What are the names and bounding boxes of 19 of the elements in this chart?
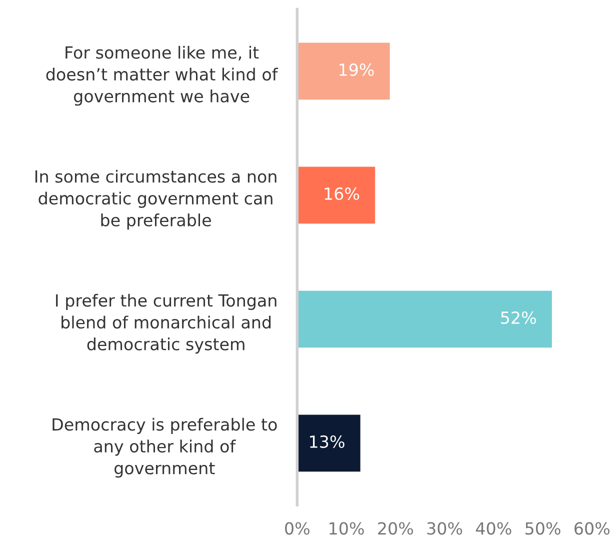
x-tick-label: 30% <box>427 522 462 535</box>
x-tick-label: 40% <box>476 522 512 535</box>
data-label: 52% <box>501 311 536 324</box>
y-tick-label: For someone like me, it doesn’t matter what kind of government we have <box>46 46 278 106</box>
y-tick-label: Democracy is preferable to any other kind of government <box>52 418 277 478</box>
x-tick-label: 0% <box>285 522 310 535</box>
x-tick-label: 60% <box>574 522 610 535</box>
data-label: 16% <box>324 187 360 200</box>
bar <box>297 289 554 349</box>
y-tick-label: In some circumstances a non democratic government can be preferable <box>35 170 276 230</box>
data-label: 13% <box>310 435 344 448</box>
bar <box>297 41 392 102</box>
bar <box>297 165 376 226</box>
data-label: 19% <box>340 63 374 76</box>
x-tick-label: 20% <box>378 522 414 535</box>
x-tick-label: 50% <box>526 522 560 535</box>
x-tick-label: 10% <box>330 522 364 535</box>
bar <box>297 413 362 473</box>
y-tick-label: I prefer the current Tongan blend of monarchical and democratic system <box>56 294 276 354</box>
